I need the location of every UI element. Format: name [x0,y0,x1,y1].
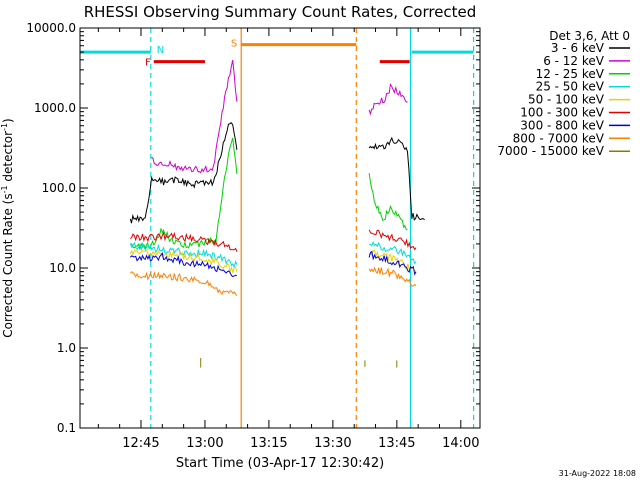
x-tick-label: 13:45 [378,436,415,451]
legend-label: 3 - 6 keV [551,41,605,55]
plot-frame [80,28,480,428]
y-tick-label: 100.0 [42,181,76,195]
y-tick-label: 1000.0 [34,101,76,115]
legend-label: 50 - 100 keV [528,93,605,107]
x-tick-label: 12:45 [122,436,159,451]
x-tick-label: 13:30 [314,436,351,451]
y-axis-label-main: Corrected Count Rate (s [1,193,15,337]
series-line [369,84,407,113]
y-axis-label-mid: detector [1,131,15,186]
x-tick-label: 13:00 [186,436,223,451]
legend-label: 100 - 300 keV [520,106,604,120]
series-line [130,233,237,252]
legend-label: 800 - 7000 keV [513,131,605,145]
timestamp: 31-Aug-2022 18:08 [559,469,636,478]
y-tick-label: 1.0 [57,341,76,355]
y-axis-label: Corrected Count Rate (s-1 detector-1) [0,118,15,337]
flag-label: S [231,39,237,50]
chart-title: RHESSI Observing Summary Count Rates, Co… [84,3,477,21]
legend-label: 300 - 800 keV [520,118,604,132]
y-tick-label: 10.0 [49,261,76,275]
y-axis-label-sup2: -1 [0,123,9,131]
legend-label: 6 - 12 keV [543,54,605,68]
series-line [369,173,407,230]
series-line [130,272,237,296]
series-line [152,60,237,173]
series-line [369,250,416,272]
legend: Det 3,6, Att 0 3 - 6 keV6 - 12 keV12 - 2… [497,29,630,158]
y-tick-label: 10000.0 [26,21,76,35]
legend-label: 7000 - 15000 keV [497,144,604,158]
y-tick-label: 0.1 [57,421,76,435]
legend-label: 25 - 50 keV [536,80,605,94]
flag-label: F [145,58,151,69]
y-axis: 0.1 1.0 10.0 100.0 1000.0 10000.0 [26,21,480,435]
x-tick-label: 14:00 [442,436,479,451]
x-tick-label: 13:15 [250,436,287,451]
y-axis-label-end: ) [1,118,15,123]
x-axis-label: Start Time (03-Apr-17 12:30:42) [176,456,384,471]
flag-label: N [157,45,164,56]
y-axis-label-sup1: -1 [0,185,9,193]
legend-label: 12 - 25 keV [536,67,605,81]
series-line [369,230,416,250]
series-line [369,268,416,287]
plot-area: NF S [80,28,474,428]
